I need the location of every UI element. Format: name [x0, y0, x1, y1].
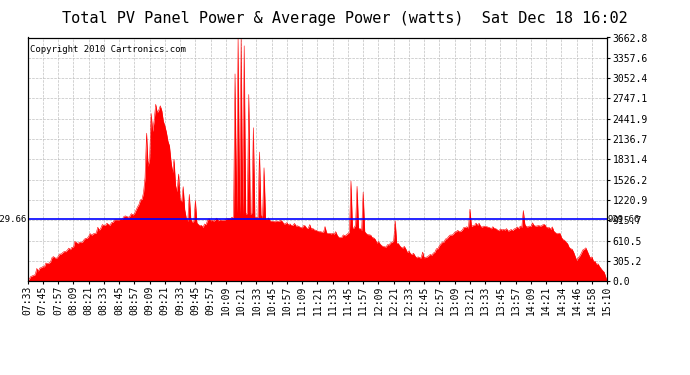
Text: 929.66: 929.66	[0, 215, 27, 224]
Text: 929.66: 929.66	[608, 215, 640, 224]
Text: Total PV Panel Power & Average Power (watts)  Sat Dec 18 16:02: Total PV Panel Power & Average Power (wa…	[62, 11, 628, 26]
Text: Copyright 2010 Cartronics.com: Copyright 2010 Cartronics.com	[30, 45, 186, 54]
